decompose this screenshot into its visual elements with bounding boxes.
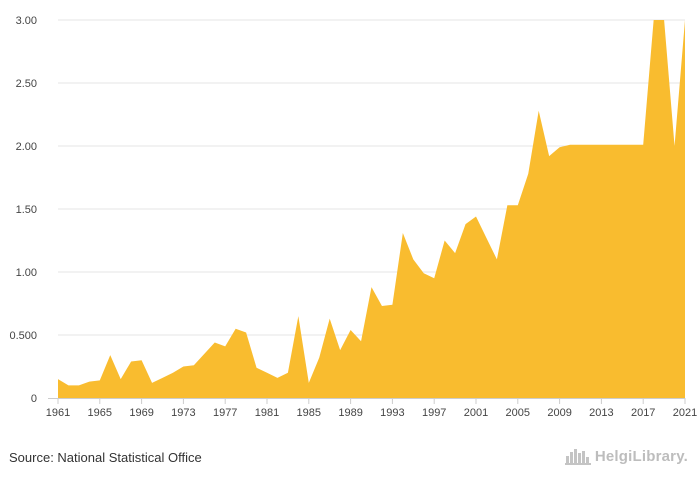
- x-tick-label: 1981: [255, 407, 279, 419]
- x-tick-label: 1997: [422, 407, 446, 419]
- x-tick-label: 1965: [88, 407, 112, 419]
- x-tick-label: 2017: [631, 407, 655, 419]
- y-tick-label: 1.50: [16, 204, 37, 216]
- y-tick-label: 0.500: [9, 330, 37, 342]
- y-tick-label: 1.00: [16, 267, 37, 279]
- series-area: [57, 19, 686, 398]
- y-tick-label: 2.50: [16, 78, 37, 90]
- x-tick-label: 1977: [213, 407, 237, 419]
- x-tick-label: 2009: [547, 407, 571, 419]
- x-tick-label: 1973: [171, 407, 195, 419]
- x-tick-label: 2005: [506, 407, 530, 419]
- x-tick-label: 2001: [464, 407, 488, 419]
- x-tick-label: 1985: [297, 407, 321, 419]
- y-tick-label: 0: [31, 393, 37, 405]
- y-axis-ticks: 0 0.500 1.00 1.50 2.00 2.50 3.00: [9, 15, 37, 405]
- y-tick-label: 3.00: [16, 15, 37, 27]
- logo-text: HelgiLibrary.: [594, 447, 688, 465]
- x-axis-ticks: 1961 1965 1969 1973 1977 1981 1985 1989 1993 1997…: [46, 398, 697, 419]
- x-tick-label: 2013: [589, 407, 613, 419]
- area-series-value: [58, 20, 685, 398]
- x-tick-label: 1993: [380, 407, 404, 419]
- y-tick-label: 2.00: [16, 141, 37, 153]
- x-tick-label: 1961: [46, 407, 70, 419]
- skyline-icon: [564, 449, 591, 465]
- x-tick-label: 1989: [338, 407, 362, 419]
- source-note: Source: National Statistical Office: [9, 450, 202, 465]
- x-tick-label: 1969: [129, 407, 153, 419]
- helgilibrary-logo: HelgiLibrary.: [564, 447, 688, 465]
- x-tick-label: 2021: [673, 407, 697, 419]
